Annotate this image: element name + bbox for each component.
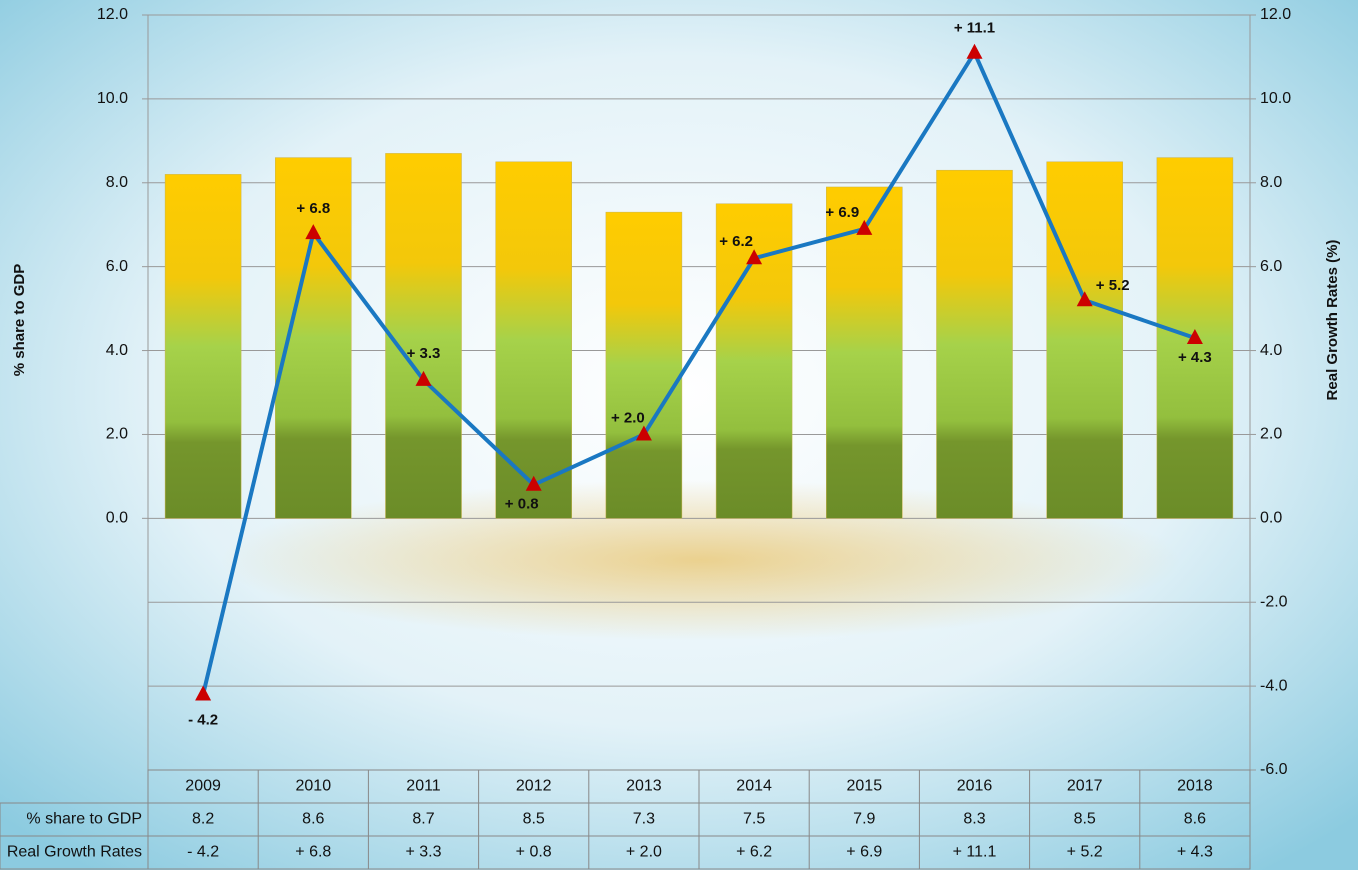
bar — [385, 153, 462, 519]
y-tick-label: 8.0 — [106, 174, 128, 191]
table-cell: 8.6 — [1184, 811, 1206, 828]
y-tick-label: 10.0 — [97, 90, 128, 107]
y2-tick-label: 6.0 — [1260, 258, 1282, 275]
bar — [826, 186, 903, 519]
y-tick-label: 12.0 — [97, 6, 128, 23]
table-cell: + 6.2 — [736, 844, 772, 861]
table-cell: + 5.2 — [1067, 844, 1103, 861]
data-label: + 4.3 — [1178, 349, 1212, 366]
y2-tick-label: -2.0 — [1260, 593, 1288, 610]
table-cell: 7.5 — [743, 811, 765, 828]
legend-entry: % share to GDP — [26, 811, 142, 828]
data-label: + 3.3 — [407, 345, 441, 362]
data-label: + 2.0 — [611, 409, 645, 426]
y2-tick-label: -6.0 — [1260, 761, 1288, 778]
data-label: + 6.2 — [719, 233, 753, 250]
table-cell: + 4.3 — [1177, 844, 1213, 861]
bar — [936, 169, 1013, 519]
x-tick-label: 2010 — [296, 778, 332, 795]
x-tick-label: 2012 — [516, 778, 552, 795]
y2-tick-label: 0.0 — [1260, 510, 1282, 527]
marker — [305, 224, 322, 240]
y2-tick-label: 10.0 — [1260, 90, 1291, 107]
y-tick-label: 2.0 — [106, 426, 128, 443]
decoration — [220, 480, 1180, 640]
marker — [195, 685, 212, 701]
marker — [746, 249, 763, 265]
bar — [164, 174, 242, 519]
bar — [1046, 161, 1123, 519]
table-cell: - 4.2 — [187, 844, 219, 861]
y2-tick-label: 8.0 — [1260, 174, 1282, 191]
table-cell: 8.5 — [523, 811, 545, 828]
data-label: + 5.2 — [1096, 277, 1130, 294]
table-cell: + 11.1 — [953, 844, 997, 861]
marker — [1076, 291, 1093, 307]
x-tick-label: 2014 — [736, 778, 772, 795]
marker — [415, 370, 432, 386]
data-label: + 6.8 — [296, 200, 330, 217]
marker — [856, 219, 873, 235]
table-cell: 8.2 — [192, 811, 214, 828]
y2-axis-title: Real Growth Rates (%) — [1324, 240, 1341, 401]
y2-tick-label: 2.0 — [1260, 426, 1282, 443]
data-label: + 11.1 — [954, 20, 995, 37]
x-tick-label: 2013 — [626, 778, 662, 795]
table-cell: + 6.8 — [295, 844, 331, 861]
marker — [525, 475, 542, 491]
table-cell: + 3.3 — [405, 844, 441, 861]
y-tick-label: 0.0 — [106, 510, 128, 527]
table-cell: 8.3 — [963, 811, 985, 828]
table-cell: 8.5 — [1074, 811, 1096, 828]
marker — [635, 425, 652, 441]
x-tick-label: 2011 — [406, 778, 441, 795]
table-cell: 8.7 — [412, 811, 434, 828]
bar — [495, 161, 572, 519]
table-cell: 7.3 — [633, 811, 655, 828]
x-tick-label: 2017 — [1067, 778, 1103, 795]
data-label: + 0.8 — [505, 496, 539, 513]
table-cell: + 0.8 — [516, 844, 552, 861]
marker — [966, 43, 983, 59]
table-cell: 7.9 — [853, 811, 875, 828]
table-cell: 8.6 — [302, 811, 324, 828]
x-tick-label: 2016 — [957, 778, 993, 795]
marker — [1186, 328, 1203, 344]
legend-entry: Real Growth Rates — [7, 844, 142, 861]
table-cell: + 6.9 — [846, 844, 882, 861]
y-axis-title: % share to GDP — [11, 264, 28, 377]
data-label: + 6.9 — [825, 204, 859, 221]
data-label: - 4.2 — [188, 711, 218, 728]
x-tick-label: 2015 — [847, 778, 883, 795]
y-tick-label: 6.0 — [106, 258, 128, 275]
y2-tick-label: -4.0 — [1260, 677, 1288, 694]
y-tick-label: 4.0 — [106, 342, 128, 359]
line — [201, 48, 1196, 695]
y2-tick-label: 4.0 — [1260, 342, 1282, 359]
table-cell: + 2.0 — [626, 844, 662, 861]
y2-tick-label: 12.0 — [1260, 6, 1291, 23]
x-tick-label: 2018 — [1177, 778, 1213, 795]
bar — [605, 211, 683, 519]
x-tick-label: 2009 — [185, 778, 221, 795]
